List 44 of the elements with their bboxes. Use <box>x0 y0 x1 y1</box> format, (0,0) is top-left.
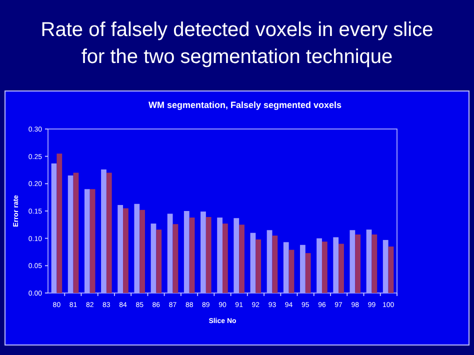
bar <box>382 240 388 293</box>
bar <box>73 172 79 293</box>
bar <box>200 212 206 293</box>
bar <box>272 236 278 293</box>
bar <box>51 163 57 293</box>
bar <box>288 250 294 293</box>
bar <box>90 189 96 293</box>
bar <box>388 246 394 293</box>
bar <box>355 234 361 293</box>
bar <box>300 244 306 293</box>
bar <box>305 253 311 293</box>
bar <box>350 230 356 293</box>
bar <box>333 237 339 293</box>
bar <box>206 217 212 293</box>
bar <box>266 230 272 293</box>
bar <box>316 238 322 293</box>
bar <box>140 210 145 293</box>
chart-title: Rate of falsely detected voxels in every slice for the two segmentation technique <box>40 19 434 68</box>
bar <box>234 218 240 293</box>
bar <box>283 242 289 293</box>
bar <box>150 224 156 293</box>
bar <box>68 175 74 293</box>
chart-subtitle: WM segmentation, Falsely segmented voxels <box>148 100 342 110</box>
bar <box>118 204 124 293</box>
bar <box>106 172 112 293</box>
bar <box>366 230 372 293</box>
bar <box>222 224 228 293</box>
bar <box>84 189 90 293</box>
bar <box>101 169 106 293</box>
bar <box>250 232 256 293</box>
bar <box>172 224 178 293</box>
bar <box>56 154 62 293</box>
bar <box>239 224 244 293</box>
bar <box>322 242 328 293</box>
bar <box>372 234 378 293</box>
bar <box>256 239 262 293</box>
bar <box>338 244 344 293</box>
bar <box>156 230 162 293</box>
bar <box>189 218 195 293</box>
bar <box>167 214 173 293</box>
bar <box>123 208 128 293</box>
bar <box>184 211 190 293</box>
bar <box>217 218 222 293</box>
bar <box>134 204 140 293</box>
